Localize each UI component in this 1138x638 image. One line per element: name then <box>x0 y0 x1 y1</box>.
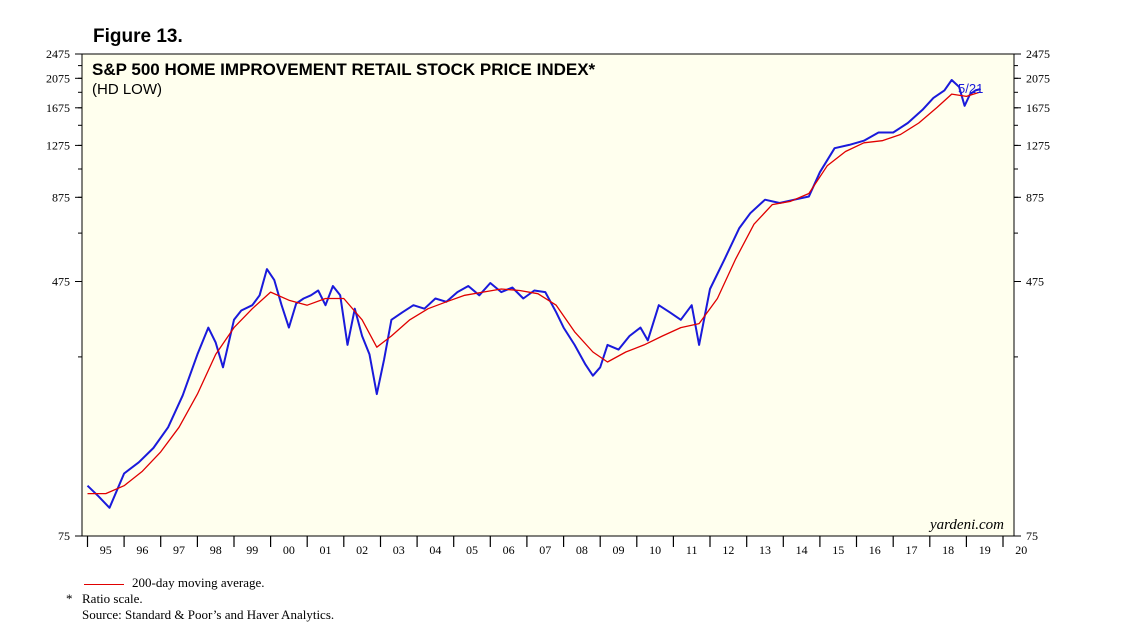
y-tick-label-right: 875 <box>1026 190 1044 204</box>
source-text: Source: Standard & Poor’s and Haver Anal… <box>82 607 335 622</box>
x-tick-label: 16 <box>869 543 881 557</box>
x-tick-label: 98 <box>210 543 222 557</box>
source-note: Source: Standard & Poor’s and Haver Anal… <box>66 607 334 623</box>
x-tick-label: 06 <box>503 543 515 557</box>
x-tick-label: 19 <box>979 543 991 557</box>
y-tick-label-left: 2475 <box>46 47 70 61</box>
x-tick-label: 18 <box>942 543 954 557</box>
series-layer <box>86 79 981 509</box>
chart-figure: Figure 13. 75 475 875 1275 1675 2075 2475 75 47… <box>46 26 1050 557</box>
star-mark: * <box>66 591 73 606</box>
ratio-note: * Ratio scale. <box>66 591 334 607</box>
x-tick-label: 12 <box>722 543 734 557</box>
chart-notes: 200-day moving average. * Ratio scale. So… <box>66 575 334 623</box>
last-date-label: 5/21 <box>958 81 983 96</box>
y-axis-left: 75 475 875 1275 1675 2075 2475 <box>46 47 70 543</box>
moving-average-line <box>87 91 981 495</box>
x-tick-label: 10 <box>649 543 661 557</box>
y-tick-label-right: 2475 <box>1026 47 1050 61</box>
legend-line-swatch <box>84 583 124 585</box>
x-tick-label: 04 <box>429 543 441 557</box>
x-tick-label: 03 <box>393 543 405 557</box>
x-tick-label: 99 <box>246 543 258 557</box>
x-tick-label: 05 <box>466 543 478 557</box>
x-tick-label: 20 <box>1015 543 1027 557</box>
x-axis: 95 96 97 98 99 00 01 02 03 04 05 06 07 08 09 10 11 12 13 14… <box>100 543 1027 557</box>
chart-title: S&P 500 HOME IMPROVEMENT RETAIL STOCK PR… <box>92 60 596 79</box>
x-tick-label: 96 <box>136 543 148 557</box>
x-tick-label: 01 <box>320 543 332 557</box>
x-tick-label: 07 <box>539 543 551 557</box>
x-tick-label: 09 <box>613 543 625 557</box>
x-tick-label: 13 <box>759 543 771 557</box>
y-axis-right: 75 475 875 1275 1675 2075 2475 <box>1026 47 1050 543</box>
x-tick-label: 08 <box>576 543 588 557</box>
y-tick-label-right: 2075 <box>1026 71 1050 85</box>
x-tick-label: 15 <box>832 543 844 557</box>
x-tick-label: 11 <box>686 543 698 557</box>
y-tick-label-right: 1275 <box>1026 138 1050 152</box>
x-tick-label: 14 <box>796 543 808 557</box>
x-tick-label: 97 <box>173 543 185 557</box>
ratio-note-text: Ratio scale. <box>82 591 143 606</box>
x-tick-label: 00 <box>283 543 295 557</box>
x-tick-label: 95 <box>100 543 112 557</box>
y-tick-label-right: 1675 <box>1026 101 1050 115</box>
y-tick-label-left: 1675 <box>46 101 70 115</box>
y-tick-label-left: 1275 <box>46 138 70 152</box>
legend-entry: 200-day moving average. <box>66 575 334 591</box>
legend-label: 200-day moving average. <box>132 575 265 590</box>
y-tick-label-left: 875 <box>52 190 70 204</box>
y-tick-label-right: 475 <box>1026 275 1044 289</box>
chart-subtitle: (HD LOW) <box>92 81 162 98</box>
y-tick-label-left: 475 <box>52 275 70 289</box>
figure-label: Figure 13. <box>93 26 183 47</box>
x-tick-label: 02 <box>356 543 368 557</box>
y-tick-label-right: 75 <box>1026 529 1038 543</box>
axis-ticks <box>75 53 1021 547</box>
brand-label: yardeni.com <box>928 517 1004 533</box>
y-tick-label-left: 75 <box>58 529 70 543</box>
y-tick-label-left: 2075 <box>46 71 70 85</box>
x-tick-label: 17 <box>906 543 918 557</box>
